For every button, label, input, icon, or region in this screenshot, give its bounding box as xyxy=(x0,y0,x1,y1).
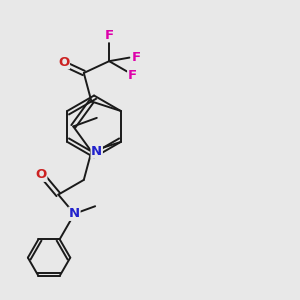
Text: F: F xyxy=(128,68,137,82)
Text: O: O xyxy=(35,168,47,181)
Text: N: N xyxy=(69,207,80,220)
Text: O: O xyxy=(58,56,69,69)
Text: N: N xyxy=(91,145,102,158)
Text: F: F xyxy=(105,29,114,42)
Text: F: F xyxy=(131,51,140,64)
